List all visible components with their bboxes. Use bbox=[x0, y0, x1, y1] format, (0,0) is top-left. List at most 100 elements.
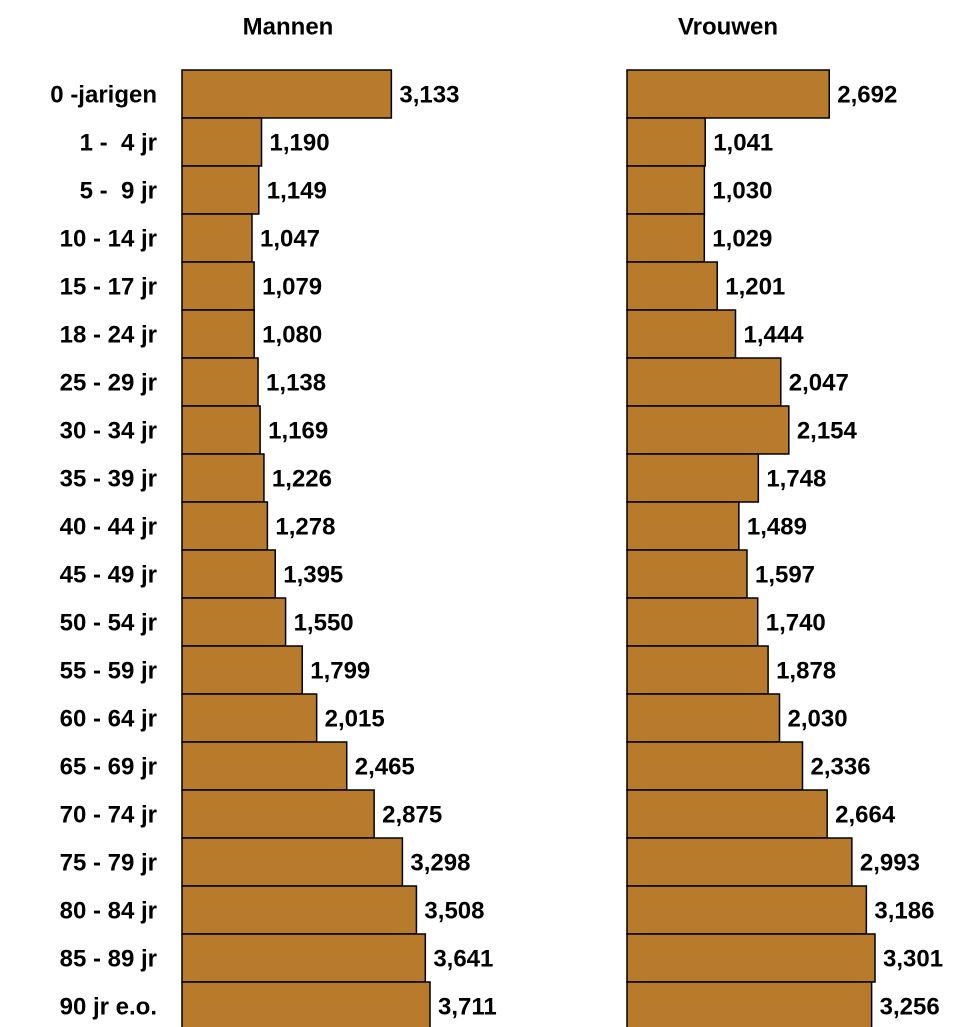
bar bbox=[181, 69, 393, 119]
category-label: 0 -jarigen bbox=[50, 81, 157, 108]
value-label: 1,226 bbox=[272, 465, 332, 492]
value-label: 1,190 bbox=[270, 129, 330, 156]
value-label: 3,186 bbox=[874, 897, 934, 924]
value-label: 3,301 bbox=[883, 945, 943, 972]
bar bbox=[181, 501, 269, 551]
bar bbox=[181, 165, 260, 215]
value-label: 1,748 bbox=[766, 465, 826, 492]
bar bbox=[626, 309, 737, 359]
value-label: 2,030 bbox=[788, 705, 848, 732]
value-label: 2,664 bbox=[835, 801, 896, 828]
bar bbox=[626, 117, 706, 167]
bar bbox=[181, 693, 318, 743]
bar bbox=[181, 885, 418, 935]
bar bbox=[181, 213, 253, 263]
panel-title: Mannen bbox=[243, 13, 334, 40]
value-label: 1,149 bbox=[267, 177, 327, 204]
bar bbox=[626, 741, 804, 791]
category-label: 10 - 14 jr bbox=[60, 225, 157, 252]
value-label: 2,336 bbox=[811, 753, 871, 780]
bar bbox=[626, 69, 830, 119]
value-label: 1,597 bbox=[755, 561, 815, 588]
value-label: 1,169 bbox=[268, 417, 328, 444]
bar bbox=[181, 549, 276, 599]
bar bbox=[626, 645, 769, 695]
bar bbox=[181, 357, 259, 407]
value-label: 1,138 bbox=[266, 369, 326, 396]
category-label: 45 - 49 jr bbox=[60, 561, 157, 588]
bar bbox=[626, 453, 760, 503]
value-label: 1,201 bbox=[725, 273, 785, 300]
value-label: 3,641 bbox=[433, 945, 493, 972]
category-label: 80 - 84 jr bbox=[60, 897, 157, 924]
value-label: 1,489 bbox=[747, 513, 807, 540]
bar bbox=[181, 453, 265, 503]
bar bbox=[181, 933, 427, 983]
bar bbox=[626, 885, 868, 935]
value-label: 1,740 bbox=[766, 609, 826, 636]
category-label: 65 - 69 jr bbox=[60, 753, 157, 780]
bar bbox=[626, 933, 876, 983]
category-label: 75 - 79 jr bbox=[60, 849, 157, 876]
bar bbox=[626, 165, 706, 215]
bar bbox=[181, 597, 287, 647]
value-label: 1,029 bbox=[712, 225, 772, 252]
value-label: 2,015 bbox=[325, 705, 385, 732]
value-label: 2,875 bbox=[382, 801, 442, 828]
bar bbox=[181, 837, 404, 887]
bar bbox=[626, 549, 748, 599]
category-label: 70 - 74 jr bbox=[60, 801, 157, 828]
value-label: 1,444 bbox=[743, 321, 804, 348]
bar bbox=[181, 981, 431, 1027]
bar bbox=[626, 597, 759, 647]
category-label: 18 - 24 jr bbox=[60, 321, 157, 348]
bar bbox=[626, 261, 718, 311]
panel-title: Vrouwen bbox=[678, 13, 778, 40]
bar bbox=[181, 405, 261, 455]
value-label: 1,395 bbox=[283, 561, 343, 588]
bar bbox=[626, 357, 782, 407]
bar bbox=[626, 213, 706, 263]
value-label: 1,047 bbox=[260, 225, 320, 252]
category-label: 1 - 4 jr bbox=[80, 129, 157, 156]
value-label: 3,508 bbox=[424, 897, 484, 924]
value-label: 1,030 bbox=[712, 177, 772, 204]
value-label: 2,993 bbox=[860, 849, 920, 876]
bar bbox=[626, 837, 853, 887]
category-label: 25 - 29 jr bbox=[60, 369, 157, 396]
category-label: 5 - 9 jr bbox=[80, 177, 157, 204]
category-label: 60 - 64 jr bbox=[60, 705, 157, 732]
value-label: 1,799 bbox=[310, 657, 370, 684]
value-label: 1,878 bbox=[776, 657, 836, 684]
bar bbox=[626, 405, 790, 455]
value-label: 2,692 bbox=[837, 81, 897, 108]
bar bbox=[626, 789, 828, 839]
value-label: 2,154 bbox=[797, 417, 858, 444]
category-label: 50 - 54 jr bbox=[60, 609, 157, 636]
bar bbox=[626, 501, 740, 551]
bar bbox=[626, 981, 873, 1027]
value-label: 3,133 bbox=[399, 81, 459, 108]
value-label: 1,278 bbox=[275, 513, 335, 540]
bar bbox=[181, 261, 255, 311]
bar bbox=[626, 693, 781, 743]
value-label: 3,256 bbox=[880, 993, 940, 1020]
category-label: 30 - 34 jr bbox=[60, 417, 157, 444]
bar bbox=[181, 309, 255, 359]
bar bbox=[181, 789, 375, 839]
value-label: 3,298 bbox=[410, 849, 470, 876]
category-label: 85 - 89 jr bbox=[60, 945, 157, 972]
bar bbox=[181, 117, 263, 167]
category-label: 55 - 59 jr bbox=[60, 657, 157, 684]
value-label: 1,041 bbox=[713, 129, 773, 156]
value-label: 1,550 bbox=[294, 609, 354, 636]
value-label: 1,080 bbox=[262, 321, 322, 348]
category-label: 90 jr e.o. bbox=[60, 993, 157, 1020]
value-label: 2,047 bbox=[789, 369, 849, 396]
bar bbox=[181, 741, 348, 791]
category-label: 15 - 17 jr bbox=[60, 273, 157, 300]
category-label: 35 - 39 jr bbox=[60, 465, 157, 492]
category-label: 40 - 44 jr bbox=[60, 513, 157, 540]
value-label: 3,711 bbox=[438, 993, 497, 1020]
